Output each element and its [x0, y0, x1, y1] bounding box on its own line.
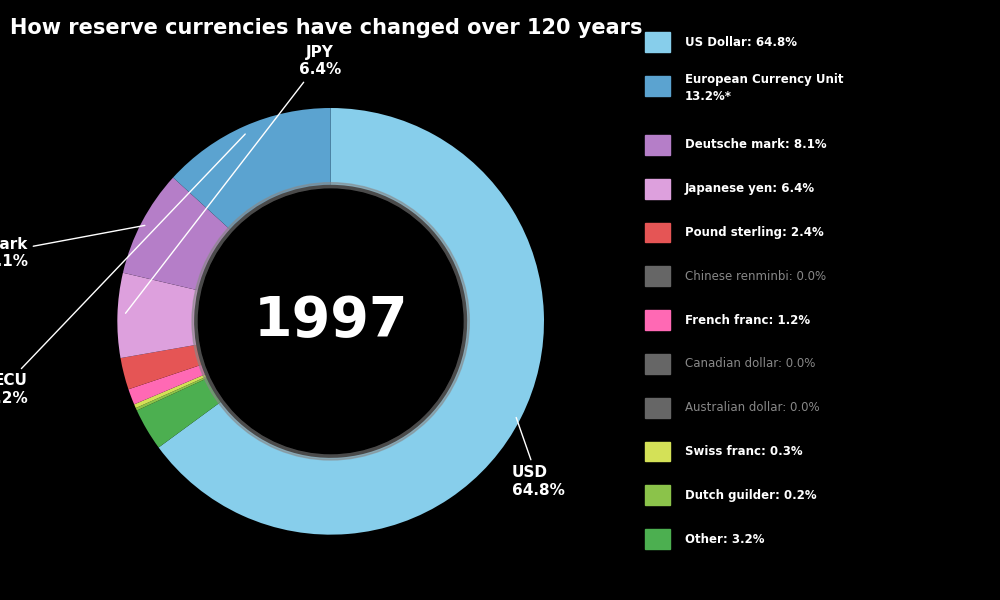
Wedge shape [134, 374, 206, 408]
Wedge shape [128, 365, 205, 404]
Text: Swiss franc: 0.3%: Swiss franc: 0.3% [685, 445, 803, 458]
Text: USD
64.8%: USD 64.8% [512, 418, 565, 497]
Text: D-Mark
8.1%: D-Mark 8.1% [0, 226, 145, 269]
Text: French franc: 1.2%: French franc: 1.2% [685, 314, 810, 326]
Text: ECU
13.2%: ECU 13.2% [0, 134, 245, 406]
Text: 13.2%*: 13.2%* [685, 90, 732, 103]
Text: Deutsche mark: 8.1%: Deutsche mark: 8.1% [685, 139, 827, 151]
Wedge shape [121, 345, 201, 389]
Text: European Currency Unit: European Currency Unit [685, 73, 844, 86]
Text: JPY
6.4%: JPY 6.4% [126, 45, 341, 313]
Text: US Dollar: 64.8%: US Dollar: 64.8% [685, 35, 797, 49]
Wedge shape [117, 273, 198, 358]
Text: Dutch guilder: 0.2%: Dutch guilder: 0.2% [685, 489, 817, 502]
Text: How reserve currencies have changed over 120 years: How reserve currencies have changed over… [10, 18, 642, 38]
Wedge shape [136, 377, 207, 410]
Text: Canadian dollar: 0.0%: Canadian dollar: 0.0% [685, 358, 815, 370]
Text: Australian dollar: 0.0%: Australian dollar: 0.0% [685, 401, 820, 414]
Wedge shape [159, 108, 544, 535]
Circle shape [198, 189, 463, 454]
Wedge shape [137, 379, 221, 448]
Text: Chinese renminbi: 0.0%: Chinese renminbi: 0.0% [685, 270, 826, 283]
Text: 1997: 1997 [253, 295, 408, 349]
Text: Other: 3.2%: Other: 3.2% [685, 533, 765, 545]
Wedge shape [173, 108, 331, 229]
Text: Japanese yen: 6.4%: Japanese yen: 6.4% [685, 182, 815, 195]
Wedge shape [123, 178, 230, 290]
Text: Pound sterling: 2.4%: Pound sterling: 2.4% [685, 226, 824, 239]
